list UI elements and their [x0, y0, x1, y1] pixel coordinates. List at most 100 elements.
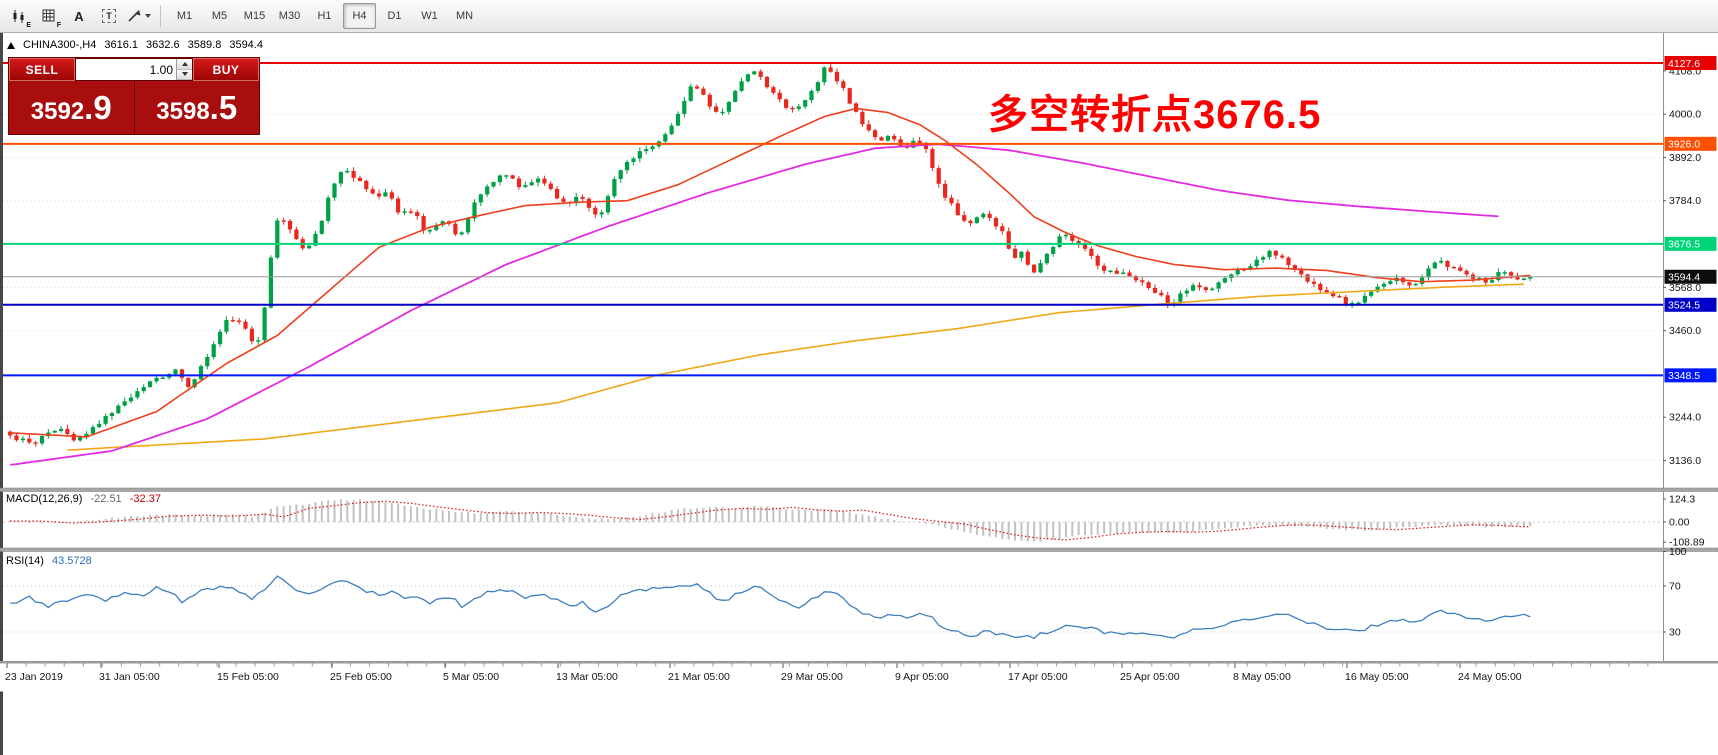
candle-body: [370, 189, 375, 194]
candle-body: [230, 320, 235, 322]
candle-body: [1025, 251, 1030, 265]
candle-body: [1121, 272, 1126, 274]
candle-body: [434, 224, 439, 230]
arrow-draw-tool-button[interactable]: [125, 3, 153, 29]
panel-splitter[interactable]: [0, 487, 1718, 492]
timeframe-w1[interactable]: W1: [421, 10, 438, 22]
candle-body: [1159, 292, 1164, 296]
price-tick-label: 3892.0: [1669, 152, 1701, 164]
timeframe-mn[interactable]: MN: [455, 10, 474, 22]
ma-slow-line: [67, 283, 1524, 451]
candle-body: [1267, 250, 1272, 258]
panel-splitter[interactable]: [0, 661, 1718, 664]
volume-stepper: [176, 59, 192, 80]
price-tick-label: 3568.0: [1669, 282, 1701, 294]
text-box-icon: T: [102, 9, 116, 23]
timeframe-m30[interactable]: M30: [278, 10, 301, 22]
candle-body: [357, 177, 363, 181]
sell-button[interactable]: SELL: [9, 58, 75, 81]
candle-body: [186, 377, 191, 387]
candle-body: [1019, 251, 1024, 258]
sell-price-main: 3592: [30, 98, 85, 125]
candle-body: [1362, 295, 1367, 303]
timeframe-d1[interactable]: D1: [387, 10, 402, 22]
candle-body: [427, 230, 432, 232]
candle-body: [510, 175, 515, 179]
candle-body: [396, 198, 401, 213]
candle-body: [345, 171, 350, 173]
grid-icon: [42, 9, 55, 22]
buy-price-display[interactable]: 3598 .5: [133, 81, 260, 134]
candle-body: [160, 377, 165, 379]
candle-body: [523, 185, 528, 188]
timeframe-m15[interactable]: M15: [243, 10, 266, 22]
sell-price-display[interactable]: 3592 .9: [9, 81, 134, 134]
candle-body: [1356, 302, 1361, 304]
candle-body: [1515, 275, 1520, 280]
candle-body: [472, 202, 477, 219]
candle-body: [1496, 272, 1501, 281]
buy-button[interactable]: BUY: [193, 58, 259, 81]
candle-body: [1000, 226, 1005, 232]
candle-body: [1133, 276, 1138, 281]
candle-body: [1210, 288, 1215, 290]
candle-body: [720, 111, 725, 114]
indicator-e-tool-button[interactable]: E: [5, 3, 33, 29]
timeframe-h4[interactable]: H4: [343, 3, 376, 29]
candle-body: [892, 135, 897, 140]
candle-body: [1152, 287, 1158, 293]
candle-body: [90, 427, 95, 434]
price-axis[interactable]: [1664, 33, 1718, 755]
toolbar-separator: [160, 5, 161, 27]
candle-body: [307, 245, 312, 249]
candle-body: [218, 331, 223, 345]
text-box-tool-button[interactable]: T: [95, 3, 123, 29]
timeframe-h1[interactable]: H1: [317, 10, 332, 22]
panel-splitter[interactable]: [0, 547, 1718, 552]
rsi-tick-label: 70: [1669, 581, 1681, 593]
candle-body: [1095, 255, 1100, 266]
sell-price-frac: .9: [84, 89, 112, 126]
window-edge: [0, 33, 3, 755]
candle-body: [1102, 265, 1107, 271]
candle-body: [714, 106, 719, 112]
indicator-f-tool-button[interactable]: F: [35, 3, 63, 29]
volume-down-button[interactable]: [177, 69, 192, 80]
candle-body: [103, 416, 108, 424]
time-label: 16 May 05:00: [1345, 671, 1409, 683]
text-tool-icon: A: [74, 8, 84, 24]
candle-body: [625, 162, 630, 171]
candle-body: [504, 175, 509, 177]
candle-body: [701, 88, 706, 95]
candles-layer: [8, 63, 1533, 447]
timeframe-group: M1 M5 M15 M30 H1 H4 D1 W1 MN: [168, 3, 481, 29]
volume-up-button[interactable]: [177, 59, 192, 70]
time-axis[interactable]: [0, 663, 1663, 692]
candle-body: [173, 369, 178, 375]
price-badge: [1664, 297, 1717, 312]
candle-body: [1490, 280, 1495, 283]
candle-body: [78, 437, 83, 441]
candle-body: [1140, 280, 1145, 283]
candle-body: [1127, 272, 1132, 277]
candle-body: [981, 213, 986, 218]
candle-body: [205, 357, 210, 367]
dropdown-caret-icon: [145, 14, 151, 18]
time-label: 31 Jan 05:00: [99, 671, 160, 683]
rsi-tick-label: 30: [1669, 627, 1681, 639]
candle-body: [917, 140, 922, 144]
candle-body: [822, 67, 827, 83]
candle-body: [141, 387, 146, 392]
candle-body: [586, 198, 591, 208]
price-badge-text: 3676.5: [1668, 239, 1700, 251]
candle-body: [97, 423, 102, 428]
timeframe-m1[interactable]: M1: [176, 10, 193, 22]
candlestick-icon: [13, 9, 24, 23]
candle-body: [733, 90, 738, 102]
timeframe-m5[interactable]: M5: [211, 10, 228, 22]
volume-input[interactable]: 1.00: [149, 62, 173, 77]
candle-body: [860, 111, 865, 125]
time-label: 13 Mar 05:00: [556, 671, 618, 683]
text-label-tool-button[interactable]: A: [65, 3, 93, 29]
